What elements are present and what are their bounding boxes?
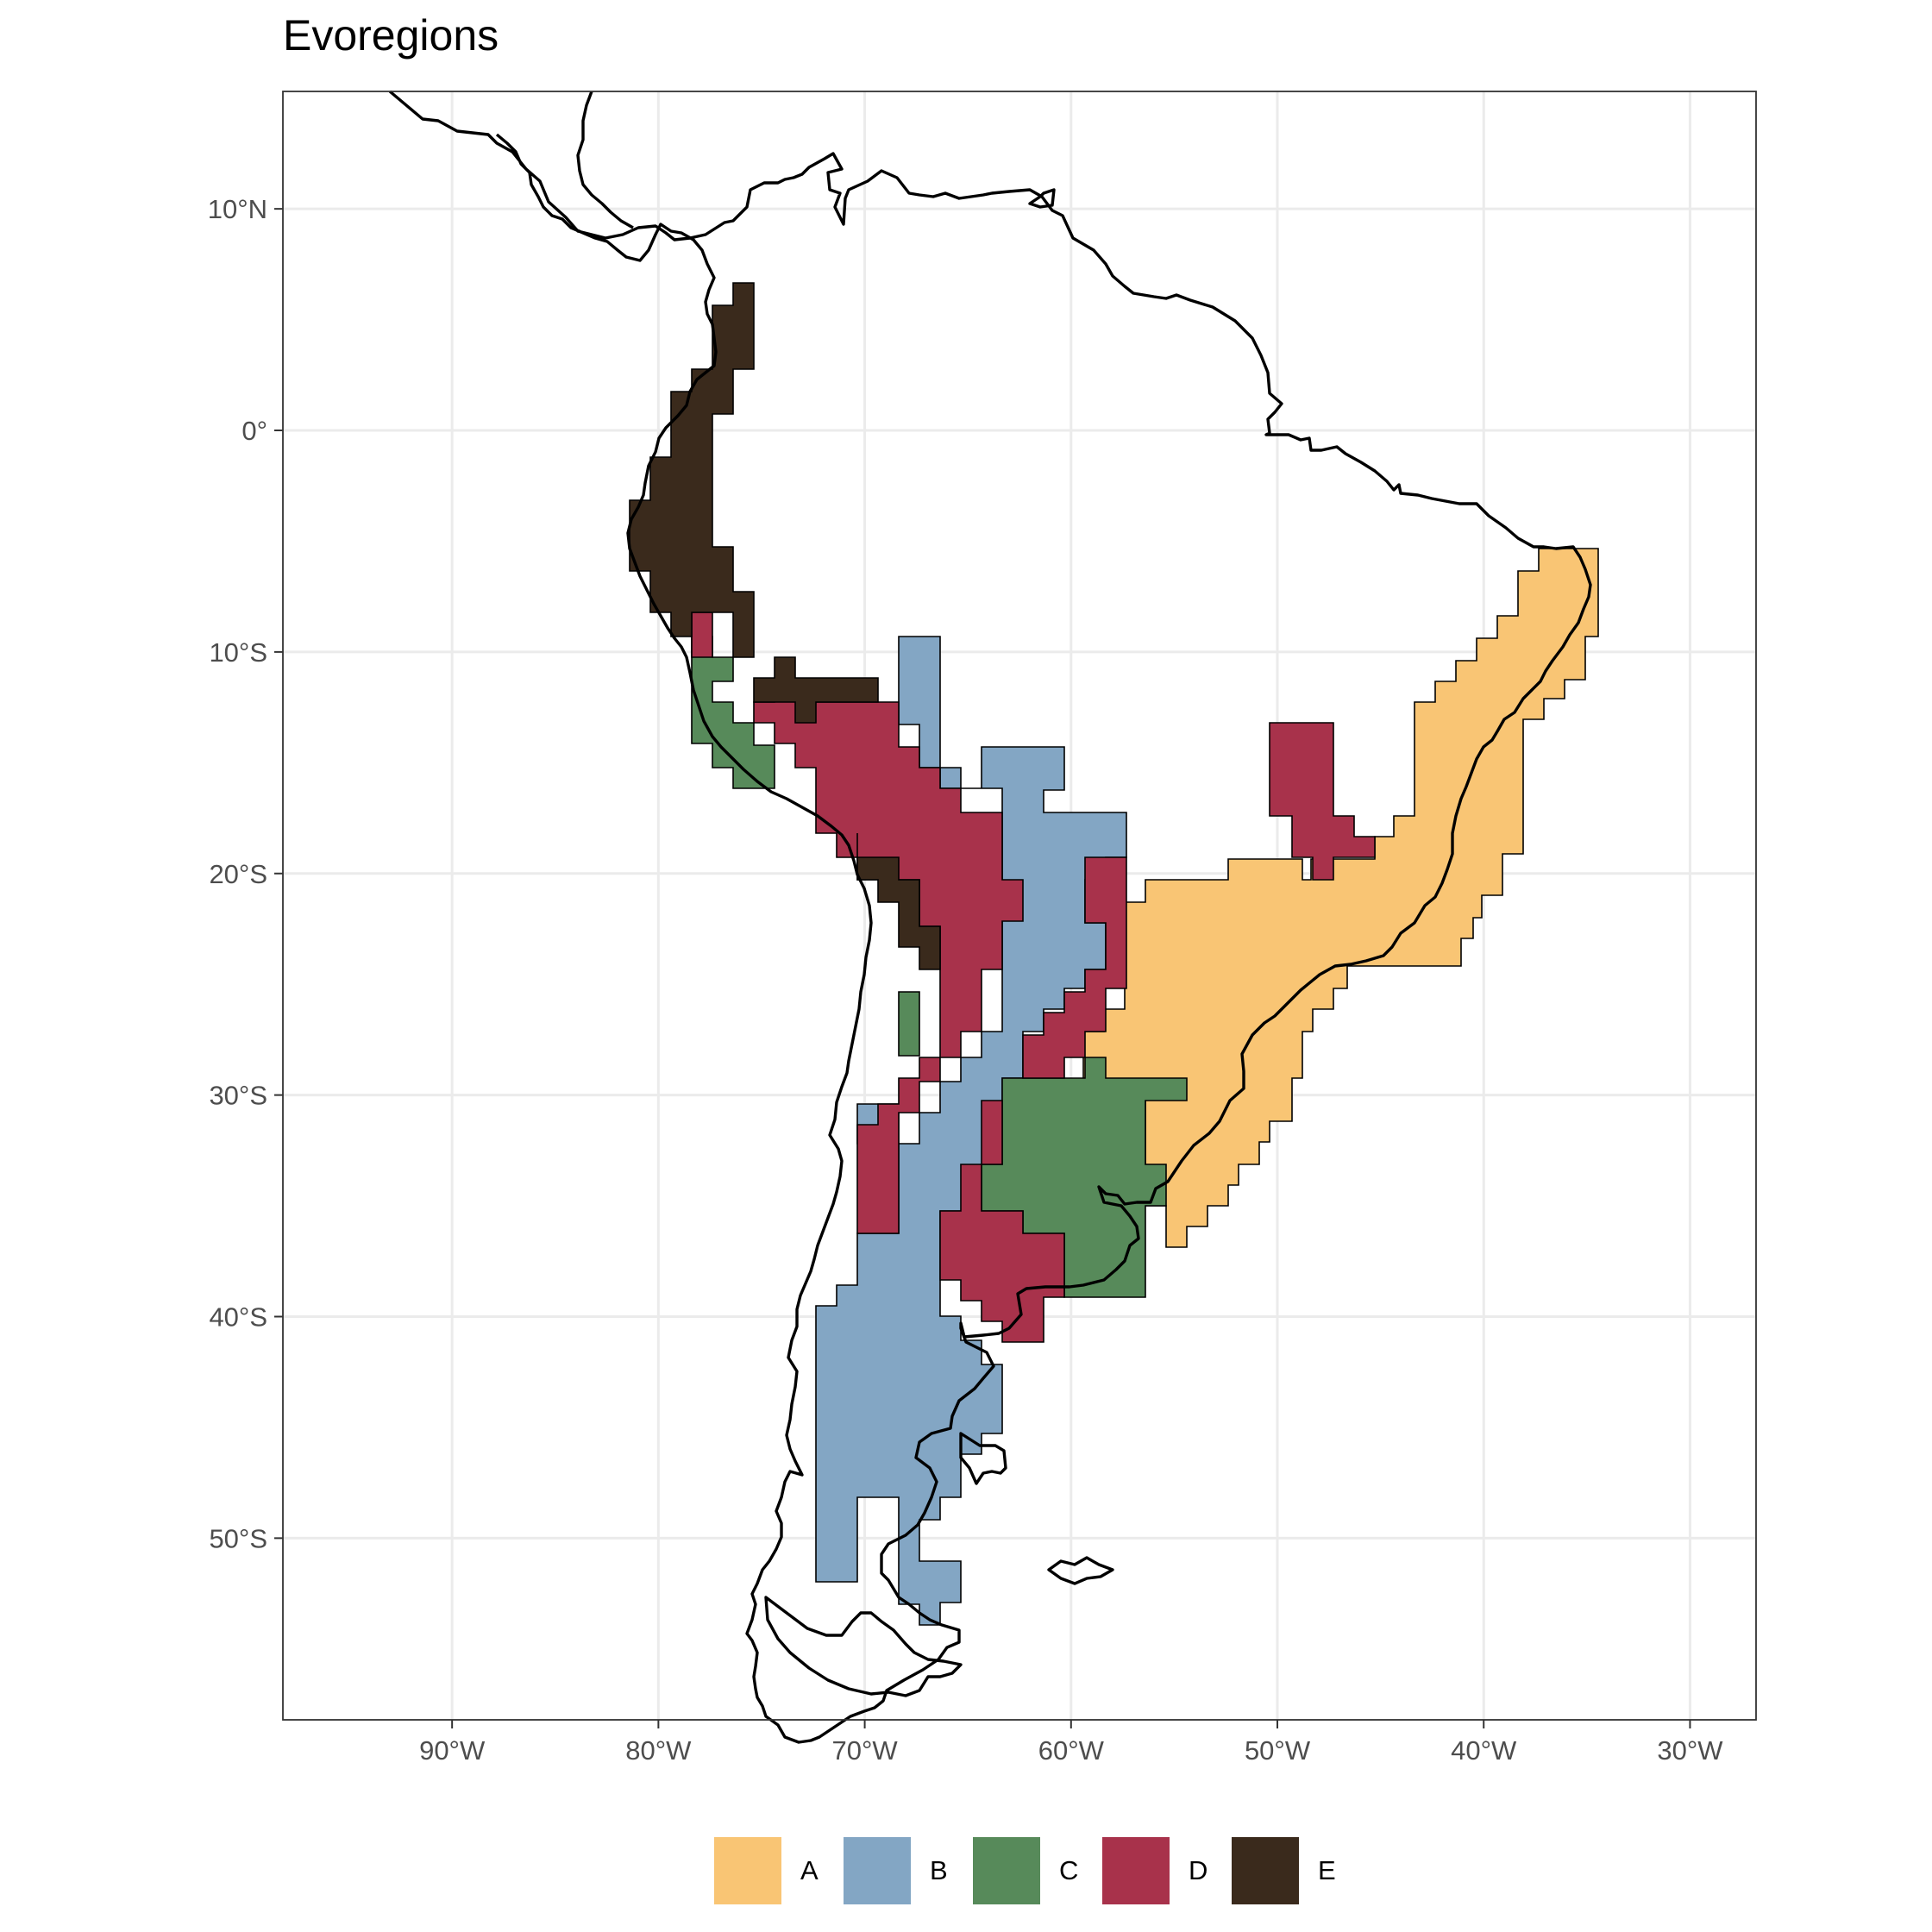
x-tick-label: 60°W xyxy=(1038,1735,1105,1766)
y-tick-label: 40°S xyxy=(209,1302,267,1332)
x-axis: 90°W 80°W 70°W 60°W 50°W 40°W 30°W xyxy=(419,1720,1723,1766)
region-e xyxy=(753,656,879,724)
region-d xyxy=(939,1100,1065,1343)
region-a xyxy=(1082,548,1599,1248)
legend-item-e: E xyxy=(1232,1837,1361,1904)
legend-swatch-b xyxy=(844,1837,911,1904)
legend-label-d: D xyxy=(1189,1855,1208,1885)
legend-label-b: B xyxy=(930,1855,948,1885)
coastline xyxy=(576,91,634,229)
x-tick-label: 70°W xyxy=(832,1735,899,1766)
y-tick-label: 50°S xyxy=(209,1523,267,1553)
region-e xyxy=(629,282,755,658)
x-tick-label: 90°W xyxy=(419,1735,486,1766)
x-tick-label: 80°W xyxy=(625,1735,692,1766)
y-axis: 10°N 0° 10°S 20°S 30°S 40°S 50°S xyxy=(208,194,283,1553)
coastline xyxy=(959,1432,1007,1485)
legend-item-d: D xyxy=(1102,1837,1232,1904)
y-tick-label: 10°S xyxy=(209,637,267,668)
region-d xyxy=(1269,722,1376,881)
y-tick-label: 0° xyxy=(242,416,267,446)
region-c xyxy=(691,636,775,789)
legend-swatch-c xyxy=(973,1837,1040,1904)
legend-label-a: A xyxy=(800,1855,819,1885)
y-tick-label: 20°S xyxy=(209,859,267,889)
legend-swatch-a xyxy=(714,1837,781,1904)
coastline xyxy=(1047,1556,1114,1585)
legend-item-b: B xyxy=(844,1837,973,1904)
coastline xyxy=(388,90,1592,1744)
region-d xyxy=(1022,856,1127,1079)
coastline xyxy=(1028,188,1056,209)
legend-item-a: A xyxy=(714,1837,844,1904)
plot-panel xyxy=(282,91,1757,1721)
legend-swatch-d xyxy=(1102,1837,1170,1904)
region-e xyxy=(856,833,941,970)
region-c xyxy=(898,991,920,1057)
map-title: Evoregions xyxy=(283,11,499,60)
x-tick-label: 30°W xyxy=(1657,1735,1723,1766)
y-tick-label: 10°N xyxy=(208,194,267,224)
x-tick-label: 50°W xyxy=(1245,1735,1311,1766)
legend-label-c: C xyxy=(1059,1855,1079,1885)
legend-swatch-e xyxy=(1232,1837,1299,1904)
legend: A B C D E xyxy=(714,1837,1361,1904)
legend-item-c: C xyxy=(973,1837,1102,1904)
coastline xyxy=(764,1596,963,1697)
x-tick-label: 40°W xyxy=(1451,1735,1517,1766)
legend-label-e: E xyxy=(1318,1855,1336,1885)
region-d xyxy=(691,612,713,658)
y-tick-label: 30°S xyxy=(209,1081,267,1111)
